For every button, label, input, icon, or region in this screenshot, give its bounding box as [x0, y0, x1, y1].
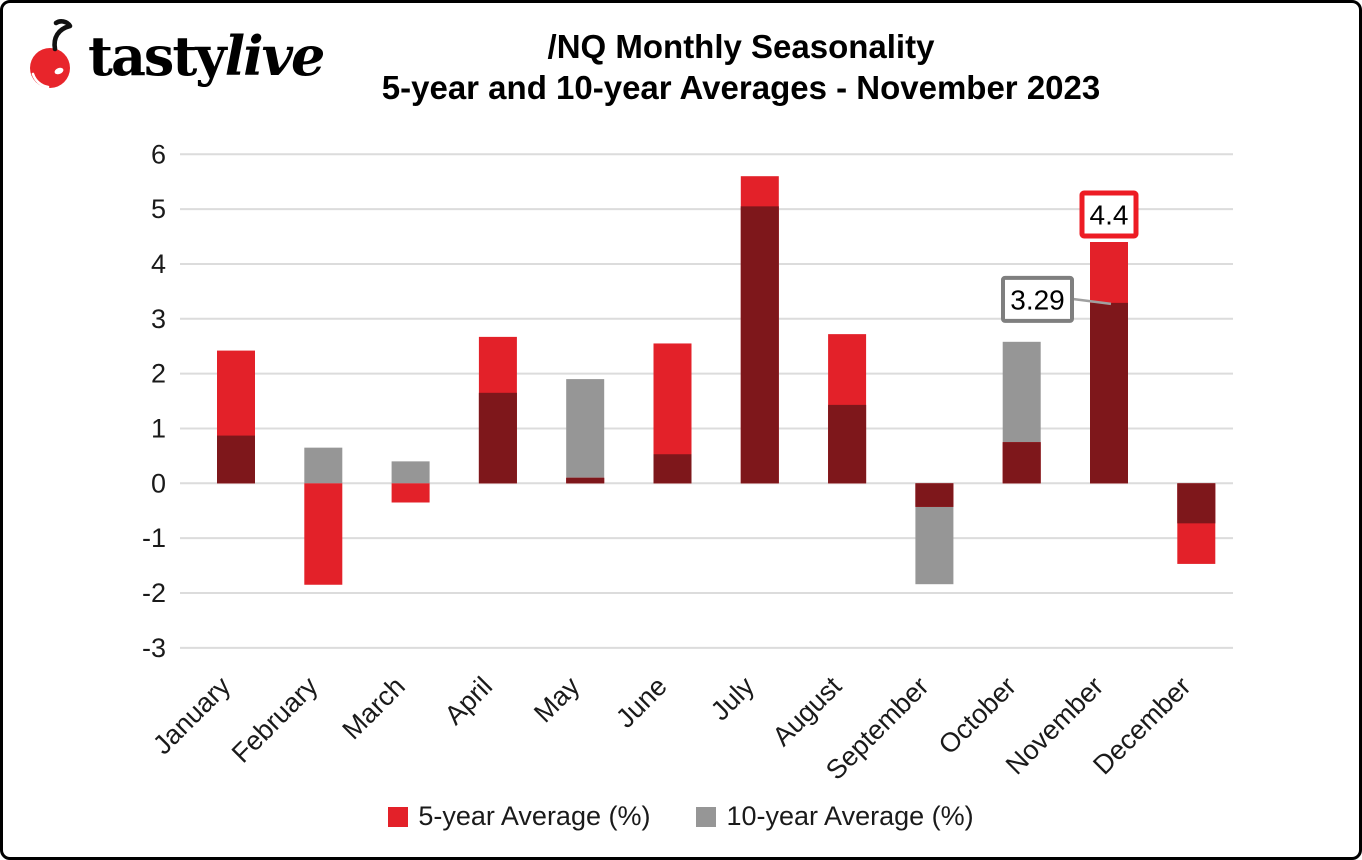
chart-title-line1: /NQ Monthly Seasonality: [547, 28, 935, 65]
bar-february-5yr: [304, 483, 343, 585]
bar-april-overlap: [478, 392, 517, 484]
legend-swatch-10yr-icon: [696, 806, 717, 827]
bar-january-overlap: [217, 435, 255, 484]
bar-october-overlap: [1002, 442, 1041, 484]
legend-label-5yr: 5-year Average (%): [418, 801, 651, 831]
chart-title-line2: 5-year and 10-year Averages - November 2…: [381, 69, 1101, 106]
logo-live: live: [224, 24, 326, 88]
bar-may-10yr: [566, 379, 605, 484]
y-tick--3: -3: [142, 633, 166, 663]
chart-title: /NQ Monthly Seasonality 5-year and 10-ye…: [130, 26, 1352, 108]
y-tick-2: 2: [151, 359, 166, 389]
x-label-may: May: [528, 671, 586, 729]
bar-february-10yr: [304, 447, 343, 484]
x-label-august: August: [767, 671, 848, 752]
x-label-january: January: [147, 671, 236, 760]
x-label-february: February: [226, 671, 324, 769]
legend-label-10yr: 10-year Average (%): [726, 801, 974, 831]
x-label-march: March: [337, 671, 411, 745]
x-label-june: June: [610, 671, 673, 734]
y-tick-1: 1: [151, 413, 166, 443]
legend-item-10yr: 10-year Average (%): [696, 801, 974, 832]
bar-august-overlap: [828, 404, 867, 484]
bar-march-5yr: [391, 483, 430, 503]
chart-legend: 5-year Average (%) 10-year Average (%): [0, 801, 1362, 832]
y-tick--1: -1: [142, 523, 166, 553]
x-label-july: July: [705, 671, 761, 727]
y-tick-3: 3: [151, 304, 166, 334]
y-tick-6: 6: [151, 139, 166, 169]
logo-wordmark: tastylive: [88, 24, 326, 88]
legend-item-5yr: 5-year Average (%): [388, 801, 650, 832]
bar-july-overlap: [740, 206, 779, 484]
bar-september-overlap: [915, 483, 954, 507]
y-tick-4: 4: [151, 249, 166, 279]
cherry-icon: [30, 19, 73, 89]
annotation-box-4.4: [1079, 190, 1139, 239]
y-tick--2: -2: [142, 578, 166, 608]
x-label-april: April: [439, 671, 498, 730]
legend-swatch-5yr-icon: [388, 806, 409, 827]
tastylive-logo: tastylive: [22, 18, 326, 94]
annotation-value-4.4: 4.4: [1090, 200, 1129, 231]
logo-tasty: tasty: [88, 24, 227, 88]
bar-june-overlap: [653, 454, 692, 484]
annotation-value-3.29: 3.29: [1010, 284, 1065, 315]
bar-march-10yr: [391, 461, 430, 484]
y-tick-0: 0: [151, 468, 166, 498]
annotation-box-3.29: [1001, 275, 1074, 323]
y-tick-5: 5: [151, 194, 166, 224]
annotation-leader-line: [1071, 297, 1112, 306]
bar-december-overlap: [1177, 483, 1216, 524]
x-label-october: October: [933, 671, 1022, 760]
bar-november-overlap: [1090, 302, 1128, 484]
bar-may-overlap: [566, 477, 605, 484]
